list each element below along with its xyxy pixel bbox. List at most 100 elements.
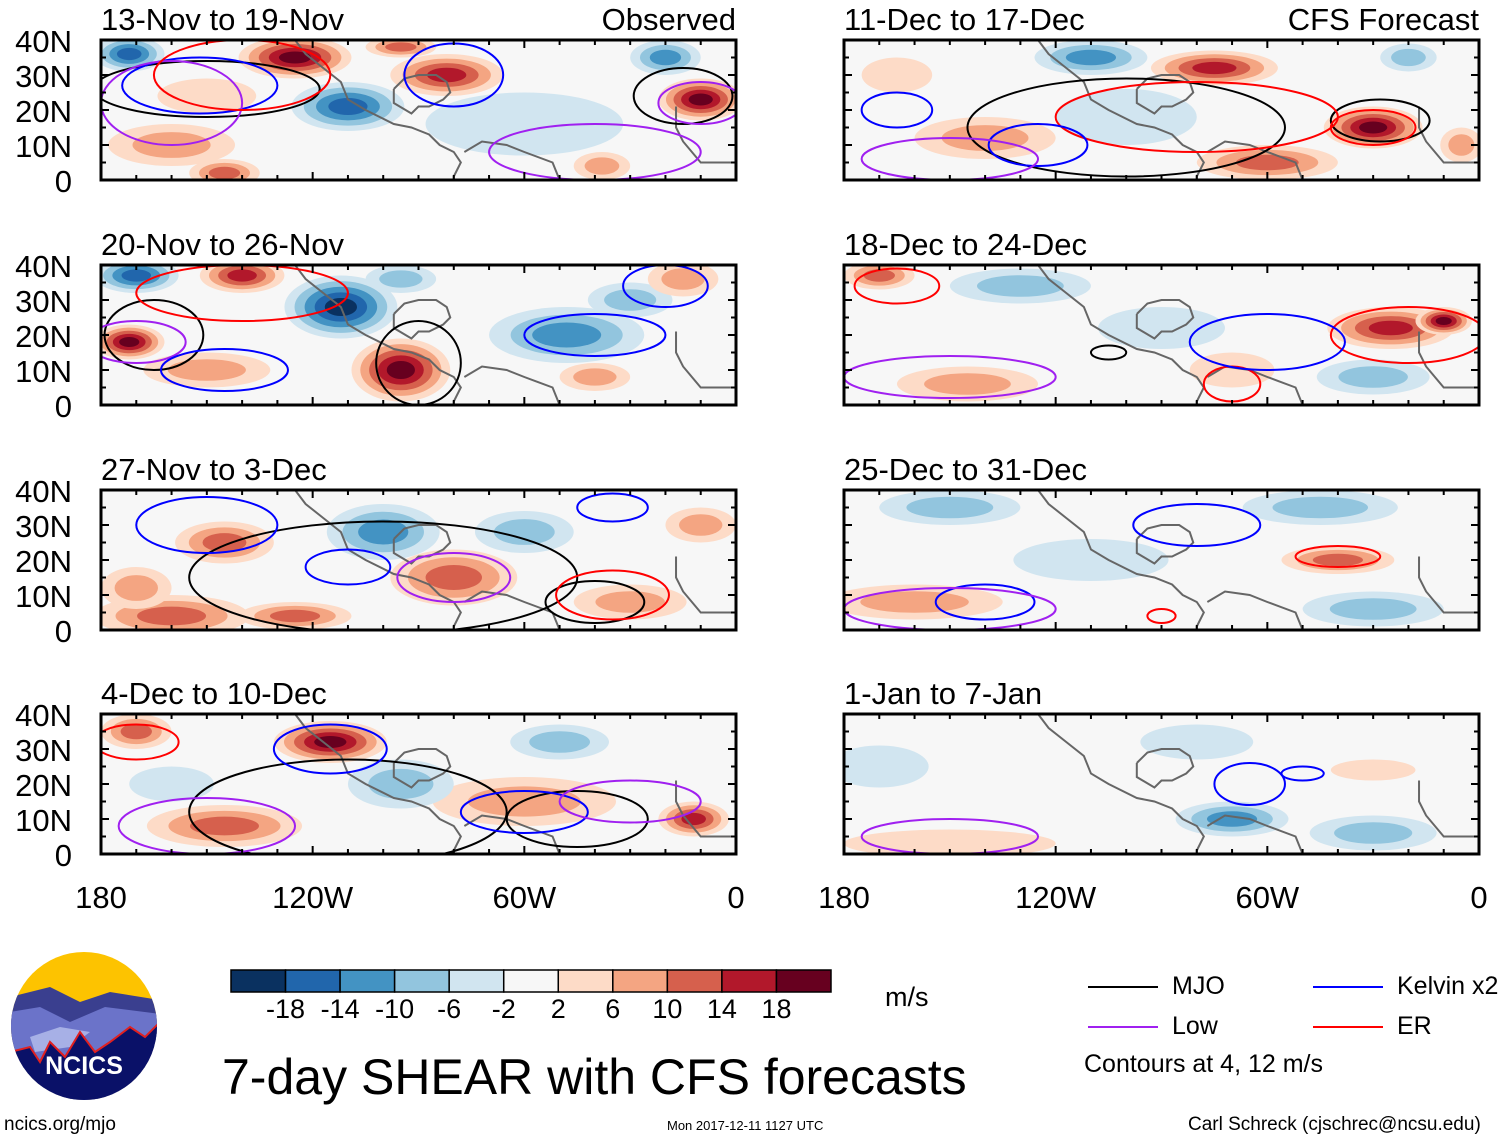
y-tick-label: 10N (15, 803, 72, 838)
y-tick-label: 10N (15, 579, 72, 614)
shear-field-cell (208, 166, 241, 180)
shear-field-cell (844, 829, 1056, 854)
map-panels (99, 38, 1481, 856)
x-tick-label: 120W (272, 880, 354, 915)
shear-field-cell (314, 736, 347, 748)
colorbar-swatch (666, 969, 723, 993)
map-panel (842, 38, 1481, 182)
kelvin-contour (860, 91, 934, 129)
coastline (675, 556, 736, 614)
shear-field-cell (167, 359, 246, 381)
figure-title: 7-day SHEAR with CFS forecasts (222, 1049, 967, 1105)
shear-field-cell (688, 93, 713, 106)
legend-label: MJO (1172, 972, 1225, 1000)
coastline (294, 714, 462, 854)
coastline (1037, 490, 1205, 630)
panel-title: 27-Nov to 3-Dec (101, 452, 327, 487)
shear-field-cell (924, 373, 1011, 395)
mjo-contour (544, 580, 646, 624)
x-tick-label: 0 (727, 880, 745, 915)
shear-field-cell (137, 606, 207, 626)
shear-field-cell (604, 289, 657, 311)
y-tick-label: 30N (15, 509, 72, 544)
kelvin-contour (1280, 765, 1325, 782)
coastline (1135, 748, 1195, 789)
colorbar-units: m/s (885, 982, 929, 1012)
y-tick-label: 0 (54, 164, 72, 199)
shear-field-cell (116, 47, 142, 61)
shear-field-cell (227, 269, 257, 282)
panel-title: 20-Nov to 26-Nov (101, 227, 344, 262)
low-contour (396, 552, 512, 603)
shear-field-cell (386, 361, 415, 379)
colorbar-swatch (557, 969, 614, 993)
colorbar-tick-label: -10 (375, 994, 415, 1024)
mjo-contour (1329, 98, 1431, 143)
shear-field-cell (532, 322, 602, 348)
er-contour (1329, 306, 1479, 364)
source-url[interactable]: ncics.org/mjo (4, 1114, 116, 1135)
timestamp: Mon 2017-12-11 1127 UTC (667, 1118, 824, 1133)
mjo-contour (188, 758, 508, 854)
kelvin-contour (459, 790, 589, 834)
shear-field-cell (385, 42, 417, 52)
coastline (463, 590, 561, 630)
colorbar-tick-label: 2 (550, 994, 566, 1024)
shear-field-cell (679, 514, 723, 536)
coastline (1037, 40, 1205, 180)
coastline (294, 265, 462, 405)
colorbar-swatch (502, 969, 560, 993)
shear-field-cell (1391, 48, 1426, 67)
shear-field-cell (120, 723, 152, 740)
shear-field-cell (860, 591, 969, 613)
er-contour (135, 265, 349, 322)
kelvin-contour (1213, 762, 1286, 806)
shear-field-cell (1359, 121, 1388, 134)
shear-field-cell (649, 49, 682, 66)
shear-field-cell (1312, 553, 1363, 567)
coastline (1037, 265, 1205, 405)
y-tick-label: 30N (15, 59, 72, 94)
coastline (1206, 590, 1304, 630)
coastline (463, 365, 561, 405)
panel-tag: Observed (601, 2, 736, 37)
colorbar-tick-label: -2 (491, 994, 516, 1024)
low-contour (657, 81, 736, 125)
low-contour (860, 137, 1040, 180)
shear-field-cell (1435, 317, 1452, 325)
shear-field-cell (1206, 811, 1258, 827)
y-tick-label: 20N (15, 544, 72, 579)
shear-field-cell (906, 496, 994, 519)
coastline (294, 40, 462, 180)
er-contour (1329, 109, 1417, 146)
map-panel (842, 263, 1481, 407)
er-contour (1294, 545, 1382, 568)
colorbar-tick-label: 18 (761, 994, 792, 1024)
coastline (1418, 556, 1479, 614)
shear-field-cell (1192, 61, 1237, 75)
coastline (1135, 74, 1195, 115)
low-contour (558, 779, 702, 824)
mjo-contour (101, 60, 321, 118)
low-contour (844, 355, 1057, 399)
colorbar-swatch (612, 969, 669, 993)
kelvin-contour (1132, 503, 1262, 547)
low-contour (860, 818, 1040, 854)
colorbar (230, 969, 832, 993)
colorbar-swatch (393, 969, 450, 993)
mjo-contour (505, 790, 649, 848)
y-tick-label: 0 (54, 614, 72, 649)
colorbar-tick-label: -6 (437, 994, 462, 1024)
coastline (1418, 106, 1479, 164)
x-tick-label: 180 (818, 880, 870, 915)
mjo-contour (188, 520, 579, 630)
shear-field-cell (661, 268, 705, 290)
map-panel (99, 712, 738, 856)
low-contour (844, 587, 1057, 630)
er-contour (555, 569, 670, 621)
shear-field-cell (328, 97, 368, 116)
map-panel (99, 263, 738, 407)
y-tick-label: 20N (15, 319, 72, 354)
shear-field-cell (941, 125, 1029, 151)
